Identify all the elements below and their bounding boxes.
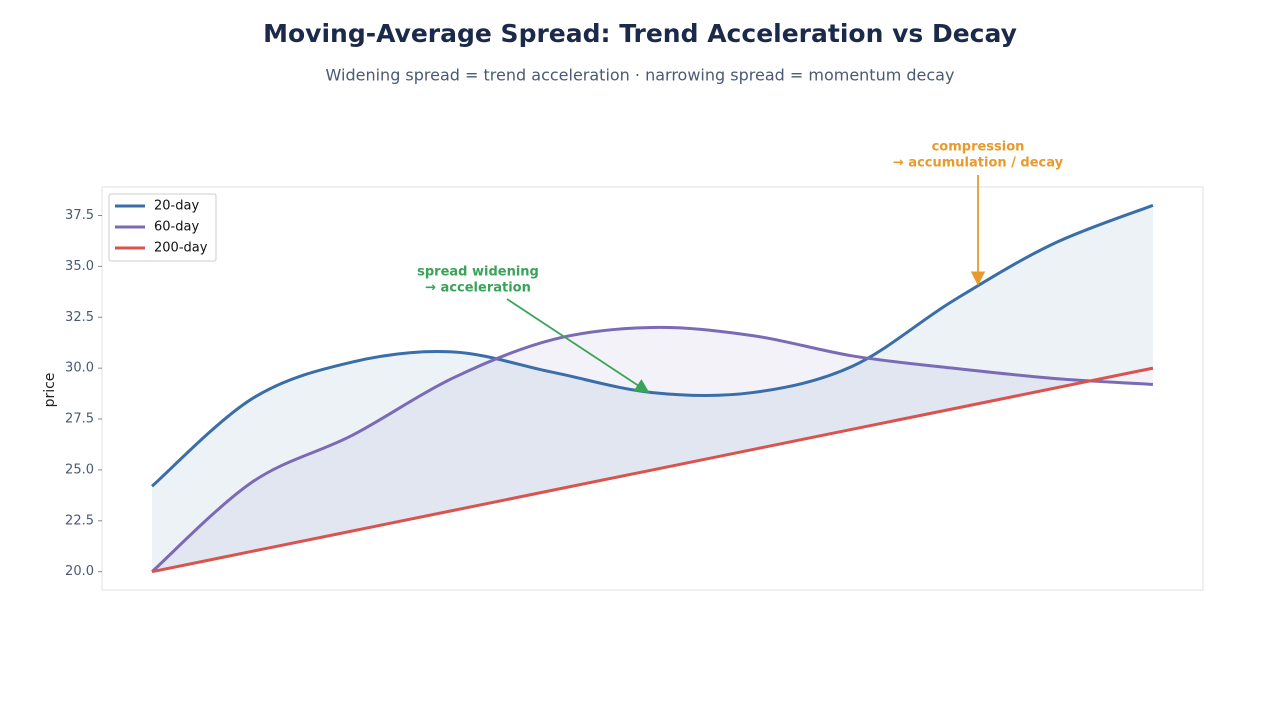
- annotation-arrow: [506, 298, 650, 393]
- y-tick-label: 25.0: [65, 462, 94, 477]
- chart-subtitle: Widening spread = trend acceleration · n…: [326, 66, 955, 85]
- chart-title: Moving-Average Spread: Trend Acceleratio…: [263, 19, 1017, 48]
- annotation: compression: [932, 140, 1025, 155]
- spread-fill: [152, 327, 1153, 572]
- legend-label: 60-day: [154, 220, 199, 235]
- spread-fill: [152, 205, 1153, 572]
- y-tick-label: 20.0: [65, 564, 94, 579]
- legend-label: 20-day: [154, 199, 199, 214]
- plot-frame: [101, 186, 1204, 591]
- y-tick-label: 35.0: [65, 259, 94, 274]
- y-axis-label: price: [42, 373, 58, 408]
- y-tick-label: 30.0: [65, 361, 94, 376]
- annotation: → accumulation / decay: [893, 156, 1064, 171]
- series-line: [151, 325, 1154, 573]
- y-tick-label: 32.5: [65, 310, 94, 325]
- legend-box: [108, 193, 217, 262]
- annotation: → acceleration: [425, 281, 531, 296]
- legend-label: 200-day: [154, 241, 208, 256]
- y-tick-label: 27.5: [65, 412, 94, 427]
- y-tick-label: 22.5: [65, 513, 94, 528]
- series-line: [151, 366, 1154, 574]
- annotation: spread widening: [417, 265, 539, 280]
- y-tick-label: 37.5: [65, 208, 94, 223]
